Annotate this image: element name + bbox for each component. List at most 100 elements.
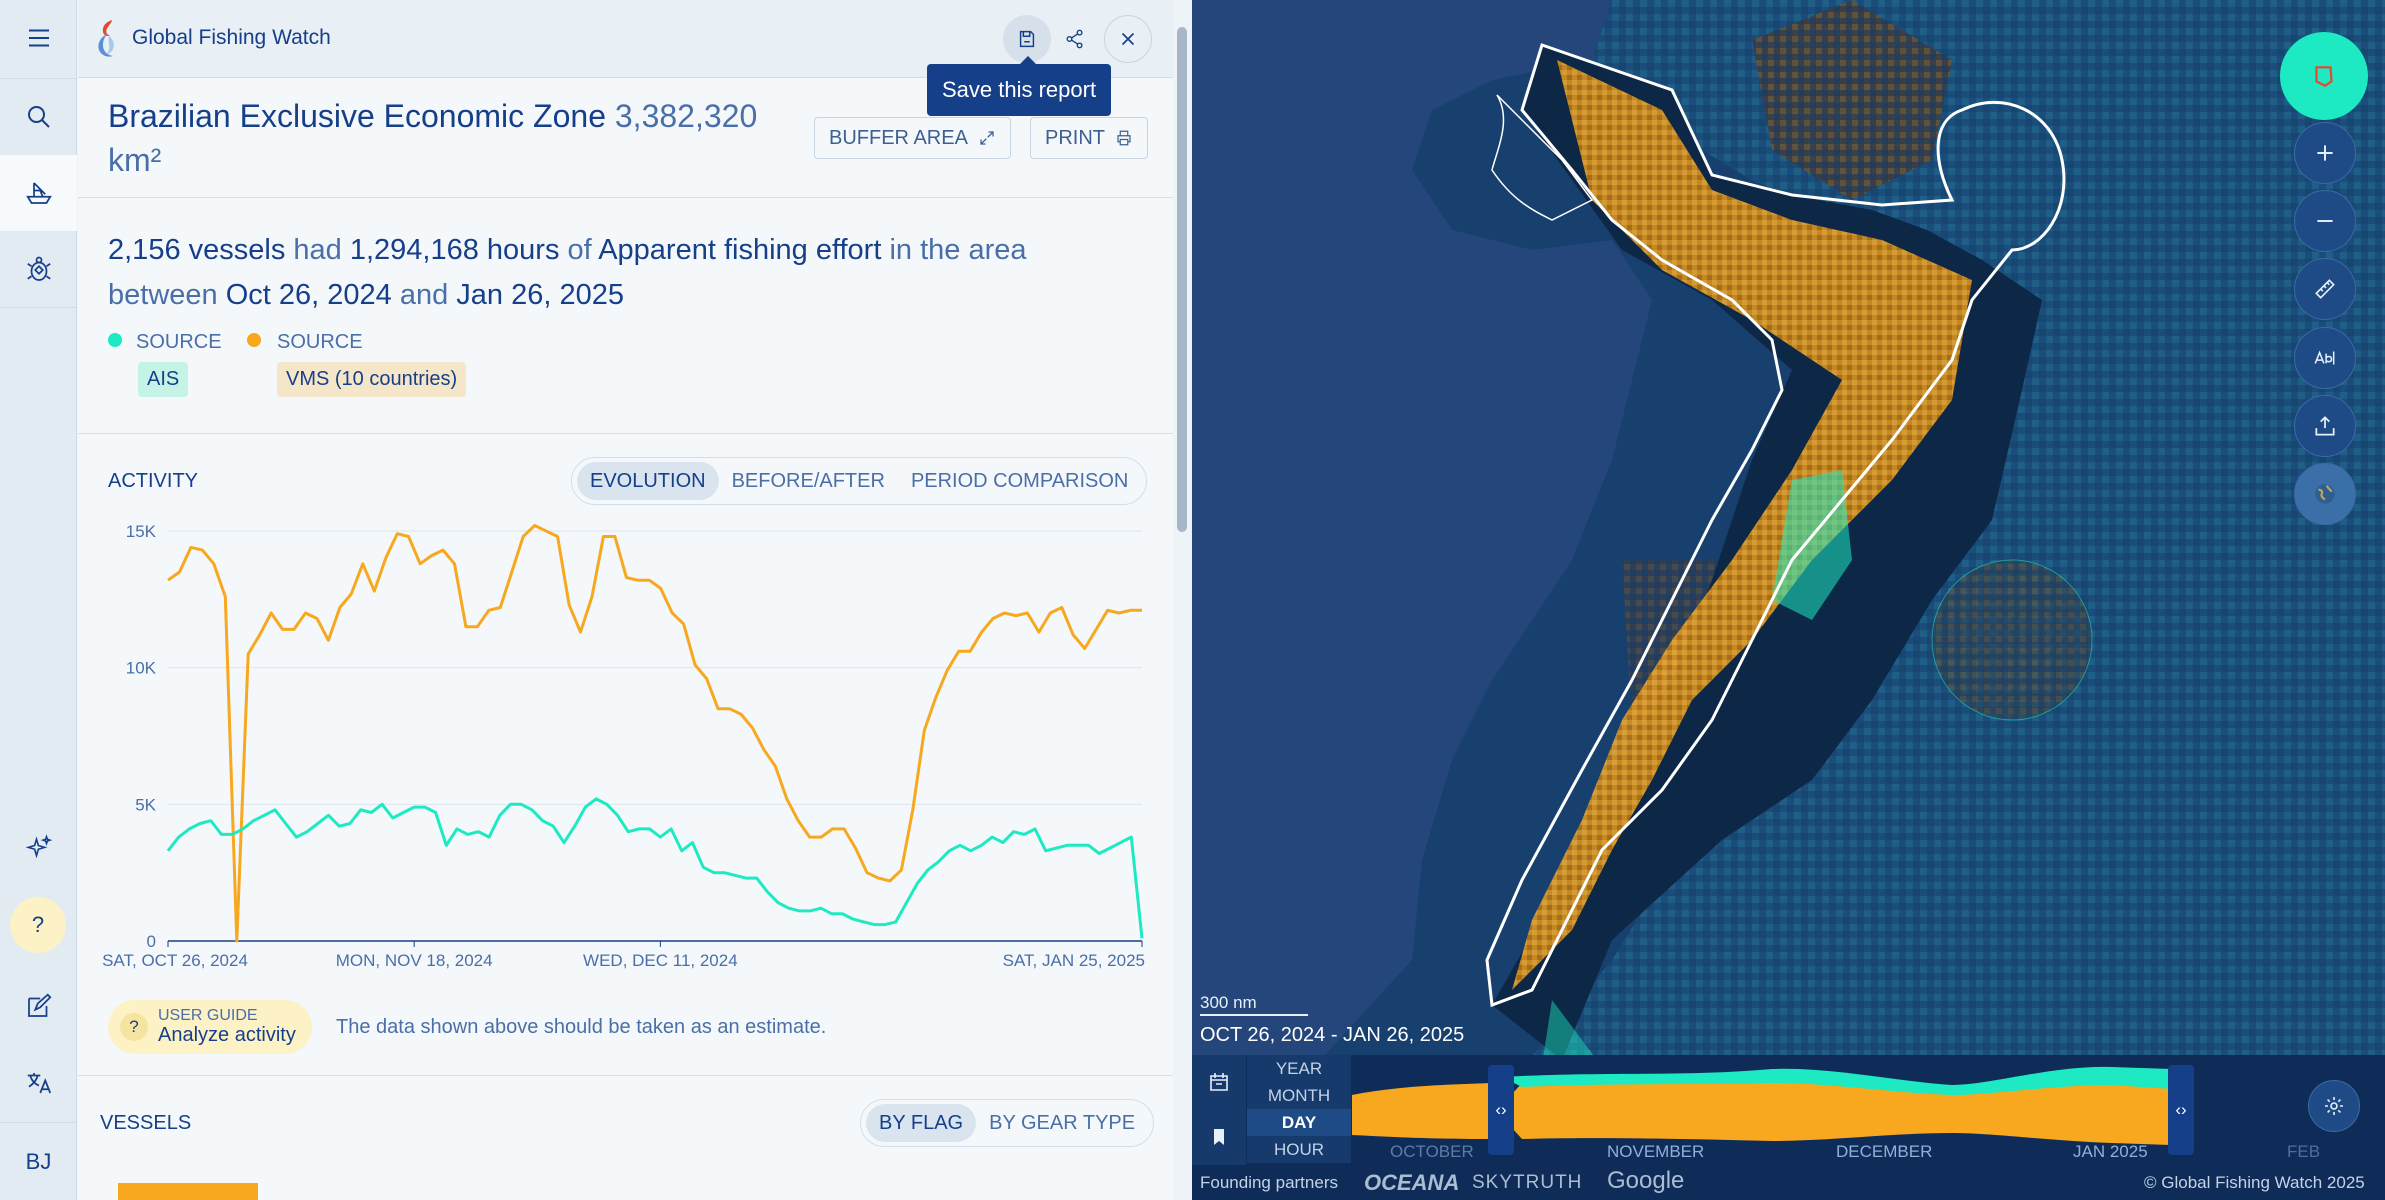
text-annotation-icon — [2314, 350, 2335, 365]
question-icon: ? — [120, 1013, 148, 1041]
report-topbar: Global Fishing Watch — [78, 0, 1173, 78]
tab-by-flag[interactable]: BY FLAG — [866, 1104, 977, 1142]
main-sidebar: ? BJ — [0, 0, 77, 1200]
x-tick-label: MON, NOV 18, 2024 — [336, 951, 493, 970]
whats-new-button[interactable] — [0, 810, 77, 886]
basemap-button[interactable] — [2294, 463, 2356, 525]
oceana-logo[interactable]: OCEANA — [1364, 1170, 1460, 1195]
fishing-vessel-icon — [25, 182, 52, 204]
founding-partners-label: Founding partners — [1200, 1173, 1338, 1192]
search-button[interactable] — [0, 78, 77, 154]
save-tooltip: Save this report — [927, 56, 1112, 116]
summary-had: had — [293, 234, 342, 266]
translate-icon — [27, 1073, 51, 1094]
timebar-month-november: NOVEMBER — [1607, 1142, 1705, 1161]
share-icon — [1066, 29, 1083, 49]
timebar-month-october: OCTOBER — [1390, 1142, 1474, 1161]
area-outline-icon — [2315, 66, 2333, 88]
series-line — [166, 797, 1144, 939]
bookmark-button[interactable] — [1192, 1110, 1246, 1164]
activity-label: ACTIVITY — [108, 470, 199, 492]
share-button[interactable] — [1051, 15, 1099, 63]
ais-source-badge: AIS — [138, 362, 189, 397]
calendar-button[interactable] — [1192, 1055, 1246, 1109]
divider — [78, 1075, 1173, 1076]
annotation-button[interactable] — [2294, 327, 2356, 389]
menu-button[interactable] — [0, 0, 77, 76]
map-settings-button[interactable] — [2308, 1080, 2360, 1132]
marine-life-button[interactable] — [0, 232, 77, 308]
map-view[interactable] — [1192, 0, 2385, 1200]
summary-of: of — [567, 234, 592, 266]
ruler-button[interactable] — [2294, 258, 2356, 320]
y-tick-label: 0 — [147, 932, 156, 951]
search-icon — [27, 105, 50, 128]
feedback-button[interactable] — [0, 968, 77, 1044]
tab-before-after[interactable]: BEFORE/AFTER — [731, 469, 885, 492]
printer-icon — [1117, 130, 1131, 146]
series-line — [167, 524, 1142, 943]
save-report-button[interactable] — [1003, 15, 1051, 63]
vessel-fishing-button[interactable] — [0, 155, 77, 231]
area-size: 3,382,320 km² — [108, 98, 758, 178]
screenshot-button[interactable] — [2294, 395, 2356, 457]
resolution-month[interactable]: MONTH — [1247, 1082, 1351, 1109]
feedback-icon — [27, 993, 51, 1017]
scrollbar-thumb[interactable] — [1177, 27, 1187, 532]
export-icon — [2315, 416, 2335, 436]
vms-source-label: SOURCE — [277, 331, 363, 353]
close-icon — [1121, 32, 1135, 46]
plus-icon — [2317, 145, 2333, 161]
skytruth-logo[interactable]: SKYTRUTH — [1472, 1172, 1583, 1193]
ais-source-dot — [108, 333, 122, 347]
resolution-year[interactable]: YEAR — [1247, 1055, 1351, 1082]
dataset-name: Apparent fishing effort — [598, 234, 882, 266]
close-report-button[interactable] — [1104, 15, 1152, 63]
language-button[interactable] — [0, 1045, 77, 1121]
summary-and: and — [399, 279, 449, 311]
hamburger-icon — [28, 29, 49, 47]
timebar-start-handle[interactable]: ‹› — [1488, 1065, 1514, 1155]
turtle-icon — [26, 256, 51, 281]
map-scale: 300 nm — [1200, 993, 1257, 1012]
panel-scrollbar[interactable] — [1173, 0, 1191, 1200]
user-guide-kicker: USER GUIDE — [158, 1007, 258, 1024]
help-label: ? — [31, 912, 45, 937]
gear-icon — [2325, 1097, 2343, 1115]
report-title: Brazilian Exclusive Economic Zone 3,382,… — [108, 94, 808, 182]
tab-evolution[interactable]: EVOLUTION — [577, 462, 719, 500]
timebar-tools — [1192, 1055, 1246, 1165]
user-guide-button[interactable]: ? USER GUIDE Analyze activity — [108, 1000, 312, 1054]
calendar-icon — [1210, 1073, 1228, 1091]
map-footer — [1192, 1165, 2385, 1200]
hours-count: 1,294,168 hours — [349, 234, 560, 266]
mini-globe-button[interactable] — [2280, 32, 2368, 120]
help-button[interactable]: ? — [10, 897, 66, 953]
summary-in-area: in the area between — [108, 234, 1027, 311]
app-name: Global Fishing Watch — [132, 26, 331, 49]
tab-period-comparison[interactable]: PERIOD COMPARISON — [910, 469, 1129, 492]
start-date: Oct 26, 2024 — [225, 279, 392, 311]
print-button[interactable]: PRINT — [1030, 117, 1148, 159]
bookmark-icon — [1214, 1129, 1224, 1145]
user-avatar-button[interactable]: BJ — [0, 1122, 77, 1200]
timebar-end-handle[interactable]: ‹› — [2168, 1065, 2194, 1155]
zoom-in-button[interactable] — [2294, 122, 2356, 184]
resolution-day[interactable]: DAY — [1247, 1109, 1351, 1136]
vms-source-badge: VMS (10 countries) — [277, 362, 467, 397]
vessel-count: 2,156 vessels — [108, 234, 286, 266]
report-panel: Global Fishing Watch Save this report Br… — [78, 0, 1173, 1200]
y-tick-label: 15K — [126, 522, 157, 541]
minus-icon — [2317, 220, 2333, 222]
activity-view-switch: EVOLUTION BEFORE/AFTER PERIOD COMPARISON — [571, 457, 1148, 505]
user-initials: BJ — [25, 1148, 52, 1174]
google-logo[interactable]: Google — [1607, 1167, 1685, 1194]
vessels-grouping-switch: BY FLAG BY GEAR TYPE — [860, 1099, 1155, 1147]
resolution-hour[interactable]: HOUR — [1247, 1136, 1351, 1163]
buffer-area-button[interactable]: BUFFER AREA — [814, 117, 1011, 159]
zoom-out-button[interactable] — [2294, 190, 2356, 252]
timebar-month-december: DECEMBER — [1836, 1142, 1933, 1161]
tab-by-gear-type[interactable]: BY GEAR TYPE — [989, 1111, 1136, 1134]
ruler-icon — [2315, 279, 2335, 299]
